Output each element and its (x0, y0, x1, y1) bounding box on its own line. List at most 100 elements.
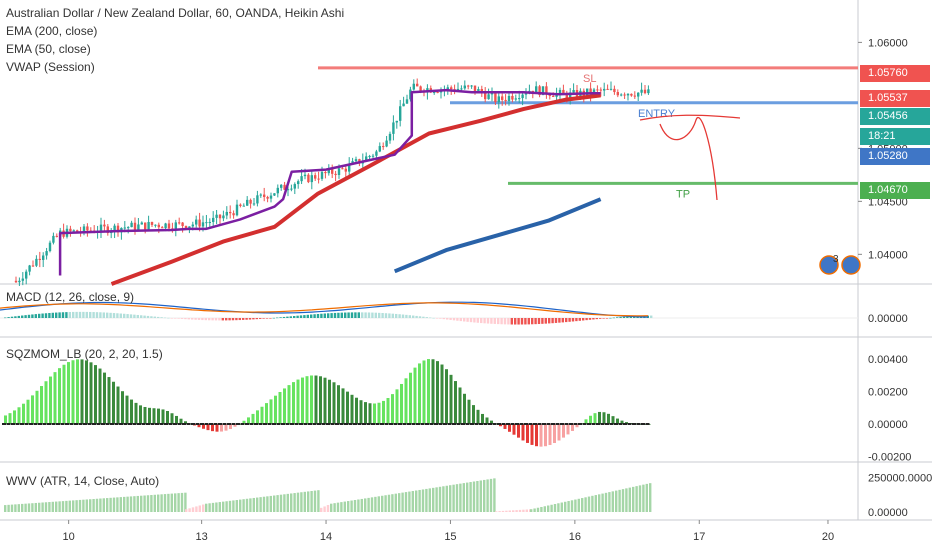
macd-bar (116, 313, 119, 318)
price-tag-entry: 1.05280 (860, 148, 930, 165)
macd-bar (197, 318, 201, 320)
legend-macd[interactable]: MACD (12, 26, close, 9) (6, 290, 135, 304)
sqzmom-bar (598, 411, 601, 424)
wwv-bar (336, 502, 340, 512)
wwv-bar (357, 499, 360, 512)
wwv-bar (218, 502, 221, 512)
wwv-bar (604, 492, 608, 512)
wwv-bar (41, 502, 44, 512)
wwv-bar (472, 481, 476, 512)
macd-bar (221, 318, 224, 321)
candle-body (514, 98, 517, 100)
candle-body (154, 224, 157, 226)
wwv-bar (102, 498, 105, 512)
macd-bar (34, 314, 37, 318)
candle-body (14, 280, 18, 283)
wwv-bar (350, 500, 353, 512)
macd-bar (61, 312, 65, 318)
candle-body (201, 222, 205, 227)
sl-level-label: SL (583, 73, 596, 85)
wwv-bar (367, 497, 370, 512)
macd-bar (497, 318, 500, 325)
macd-bar (65, 312, 68, 318)
wwv-bar (387, 494, 391, 512)
wwv-bar (401, 492, 404, 512)
macd-bar (78, 311, 82, 318)
macd-bar (75, 311, 78, 318)
wwv-bar (428, 488, 431, 512)
macd-bar (609, 317, 612, 319)
candle-body (521, 94, 524, 99)
macd-bar (7, 317, 10, 318)
wwv-bar (333, 503, 336, 512)
candle-body (249, 199, 252, 204)
sqzmom-bar (58, 368, 61, 424)
legend-vwap[interactable]: VWAP (Session) (6, 60, 95, 74)
wwv-bar (232, 500, 235, 512)
macd-bar (435, 318, 439, 319)
sqzmom-bar (40, 386, 43, 424)
legend-wwv[interactable]: WWV (ATR, 14, Close, Auto) (6, 474, 160, 488)
sqzmom-bar (13, 410, 16, 424)
wwv-bar (78, 499, 82, 512)
macd-bar (350, 312, 354, 318)
macd-bar (21, 315, 24, 318)
wwv-bar (27, 503, 31, 512)
macd-bar (167, 317, 170, 319)
candle-body (609, 88, 613, 90)
macd-bar (112, 313, 116, 318)
candle-body (545, 86, 548, 95)
legend-sqzmom[interactable]: SQZMOM_LB (20, 2, 20, 1.5) (6, 347, 163, 361)
macd-bar (157, 316, 160, 318)
wwv-bar (157, 494, 160, 512)
sqzmom-bar (85, 360, 88, 424)
price-tick-label: 1.04500 (868, 196, 908, 208)
wwv-bar (180, 492, 184, 512)
macd-bar (520, 318, 524, 325)
candle-body (569, 92, 572, 99)
macd-bar (245, 318, 248, 320)
sqzmom-bar (539, 424, 543, 447)
candle-body (42, 255, 45, 260)
macd-bar (473, 318, 476, 323)
sqzmom-bar (44, 381, 48, 424)
candle-body (331, 168, 334, 174)
macd-bar (432, 317, 435, 319)
sqzmom-bar (301, 377, 304, 424)
x-tick-label: 15 (444, 531, 456, 543)
macd-bar (541, 318, 544, 324)
wwv-bar (68, 500, 71, 512)
sqzmom-bar (391, 394, 394, 424)
candle-body (371, 155, 375, 157)
macd-bar (146, 315, 150, 318)
sqzmom-bar (467, 399, 471, 424)
series-line (58, 88, 601, 276)
wwv-bar (208, 503, 211, 512)
candle-body (256, 195, 259, 204)
sqzmom-bar (8, 413, 12, 424)
sqzmom-bar (521, 424, 525, 441)
wwv-bar (119, 497, 122, 512)
candle-body (198, 219, 201, 227)
wwv-bar (495, 511, 498, 512)
candle-body (344, 168, 347, 172)
candle-body (218, 214, 222, 219)
wwv-bar (235, 500, 238, 512)
candle-body (405, 99, 409, 104)
macd-bar (548, 318, 551, 324)
wwv-bar (140, 495, 143, 512)
macd-bar (578, 318, 581, 321)
wwv-bar (300, 492, 303, 512)
sqzmom-bar (328, 379, 331, 424)
macd-bar (466, 318, 469, 322)
sqzmom-bar (431, 359, 435, 424)
macd-bar (568, 318, 571, 322)
sqzmom-bar (359, 400, 363, 424)
candle-body (18, 280, 21, 283)
x-tick-label: 17 (693, 531, 705, 543)
candle-body (541, 86, 545, 96)
legend-ema200[interactable]: EMA (200, close) (6, 24, 98, 38)
sqzmom-bar (202, 424, 205, 429)
legend-ema50[interactable]: EMA (50, close) (6, 42, 91, 56)
